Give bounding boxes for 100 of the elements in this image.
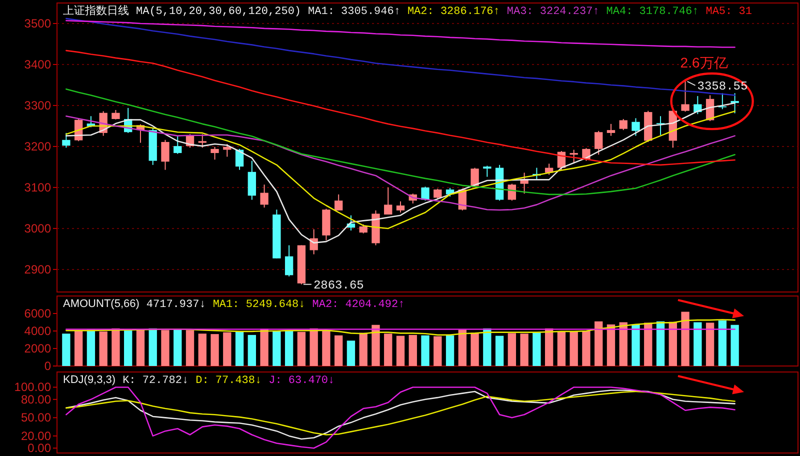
bar xyxy=(520,334,528,366)
bar xyxy=(148,328,157,366)
chart-title: 上证指数日线 xyxy=(63,4,129,17)
chart-title: KDJ(9,3,3) xyxy=(63,374,116,386)
bar xyxy=(186,330,194,366)
candlestick xyxy=(284,244,294,277)
bar xyxy=(396,336,405,366)
bar xyxy=(421,335,430,366)
y-tick-label: 3200 xyxy=(24,139,52,154)
bar xyxy=(322,330,330,366)
text: MA5: 31 xyxy=(706,6,752,18)
bar xyxy=(434,336,442,366)
bar xyxy=(619,322,628,366)
bar xyxy=(235,331,244,366)
bar xyxy=(260,328,268,366)
candlestick xyxy=(359,224,368,234)
bar xyxy=(372,324,380,366)
bar xyxy=(210,334,219,366)
candlestick xyxy=(619,118,628,131)
candlestick xyxy=(161,139,170,170)
text: MA4: 3178.746↑ xyxy=(606,6,699,18)
bar xyxy=(557,331,566,366)
bar xyxy=(458,330,466,366)
bar xyxy=(174,330,182,366)
candlestick xyxy=(606,123,616,136)
candlestick xyxy=(223,144,232,158)
bar xyxy=(644,322,652,366)
chart-title: AMOUNT(5,66) xyxy=(63,298,140,310)
series-label: K: 72.782↓ xyxy=(122,375,189,387)
bar xyxy=(223,332,232,366)
bar xyxy=(408,334,417,366)
bar xyxy=(359,332,368,366)
y-tick-label: 3400 xyxy=(24,57,52,72)
candlestick xyxy=(112,109,120,120)
text: MA3: 3224.237↑ xyxy=(506,6,600,18)
bar xyxy=(582,330,590,366)
line-series xyxy=(66,20,736,48)
bar xyxy=(446,335,454,366)
series-label: 4717.937↓ xyxy=(146,299,206,311)
bar xyxy=(668,322,677,366)
bar xyxy=(99,331,108,366)
bar xyxy=(694,322,702,366)
bar xyxy=(384,334,392,366)
bar xyxy=(248,334,256,366)
annotation: 2863.65 xyxy=(313,278,364,292)
y-tick-label: 3500 xyxy=(24,16,52,30)
series-label: MA2: 4204.492↑ xyxy=(312,299,405,311)
candlestick xyxy=(434,188,442,200)
bar xyxy=(112,328,120,366)
bar xyxy=(656,321,665,366)
candlestick xyxy=(718,92,727,110)
bar xyxy=(198,334,206,366)
candlestick xyxy=(632,118,640,136)
bar xyxy=(570,331,578,366)
y-tick-label: 3100 xyxy=(24,180,52,194)
annotation: 2.6万亿 xyxy=(680,54,728,70)
candlestick xyxy=(483,165,492,178)
text: MA2: 3286.176↑ xyxy=(407,6,500,18)
candlestick xyxy=(260,184,268,208)
y-tick-label: 6000 xyxy=(24,306,52,320)
candlestick xyxy=(198,134,206,148)
candlestick xyxy=(62,132,70,148)
y-tick-label: 0.00 xyxy=(28,441,52,456)
candlestick xyxy=(594,130,603,156)
bar xyxy=(495,336,504,366)
y-tick-label: 4000 xyxy=(24,324,52,338)
candlestick xyxy=(174,135,182,154)
bar xyxy=(544,328,554,366)
candlestick xyxy=(210,146,219,160)
bar xyxy=(124,330,132,366)
bar xyxy=(346,340,356,366)
y-tick-label: 2900 xyxy=(24,262,52,276)
y-tick-label: 100.00 xyxy=(14,380,52,394)
bar xyxy=(62,334,70,366)
y-tick-label: 80.00 xyxy=(20,392,52,406)
series-label: MA1: 5249.648↓ xyxy=(212,299,306,311)
candlestick xyxy=(730,92,739,114)
y-tick-label: 2000 xyxy=(24,342,52,356)
bar xyxy=(284,330,294,366)
candlestick xyxy=(421,186,430,202)
y-tick-label: 3000 xyxy=(24,221,52,236)
text: J: 63.470↓ xyxy=(268,375,335,387)
bar xyxy=(508,333,516,366)
candlestick xyxy=(384,186,392,216)
bar xyxy=(86,330,96,366)
candlestick xyxy=(334,194,343,211)
bar xyxy=(594,321,603,366)
bar xyxy=(470,332,479,366)
bar xyxy=(74,330,83,366)
chart-subtitle: MA(5,10,20,30,60,120,250) xyxy=(136,6,302,18)
bar xyxy=(310,328,318,366)
candlestick xyxy=(248,160,256,200)
bar xyxy=(730,324,739,366)
text: D: 77.438↓ xyxy=(196,375,262,387)
y-tick-label: 0 xyxy=(44,359,52,373)
candlestick xyxy=(396,200,405,213)
y-tick-label: 50.00 xyxy=(20,410,52,425)
bar xyxy=(297,332,306,366)
annotation: 3358.55 xyxy=(697,79,748,94)
bar xyxy=(272,331,281,366)
